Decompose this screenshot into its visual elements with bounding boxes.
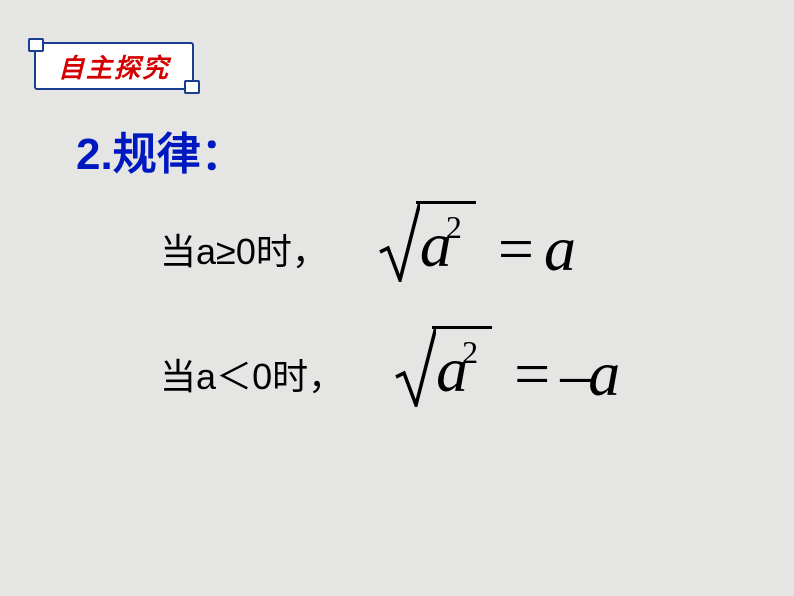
cond1-suffix: 时， xyxy=(256,231,328,272)
badge-box: 自主探究 xyxy=(34,42,194,90)
radicand2-exp: 2 xyxy=(462,334,478,370)
radicand-1: a2 xyxy=(416,201,476,282)
radical-icon xyxy=(394,325,436,407)
radical-symbol-2: a2 xyxy=(394,325,492,407)
radicand-2: a2 xyxy=(432,326,492,407)
condition-2: 当a＜0时， xyxy=(160,348,344,400)
cond1-op: ≥ xyxy=(216,231,236,272)
heading-text: 规律： xyxy=(113,130,245,179)
equals-1: = xyxy=(498,212,534,286)
radical-symbol-1: a2 xyxy=(378,200,476,282)
cond2-suffix: 时， xyxy=(272,356,344,397)
cond2-zero: 0 xyxy=(252,356,272,397)
cond2-var: a xyxy=(196,356,216,397)
formula-2: a2 = –a xyxy=(394,325,620,423)
rule-line-2: 当a＜0时， a2 = –a xyxy=(160,325,620,423)
condition-1: 当a≥0时， xyxy=(160,223,328,275)
cond1-zero: 0 xyxy=(236,231,256,272)
sqrt-1: a2 xyxy=(378,200,476,298)
badge-text: 自主探究 xyxy=(58,48,170,85)
formula-1: a2 = a xyxy=(378,200,576,298)
cond1-prefix: 当 xyxy=(160,231,196,272)
heading-number: 2. xyxy=(76,130,113,179)
cond2-op: ＜ xyxy=(216,356,252,397)
sqrt-2: a2 xyxy=(394,325,492,423)
rule-line-1: 当a≥0时， a2 = a xyxy=(160,200,576,298)
section-heading: 2.规律： xyxy=(76,118,245,182)
cond1-var: a xyxy=(196,231,216,272)
rhs-2: a xyxy=(588,337,620,411)
rhs-1: a xyxy=(544,212,576,286)
cond2-prefix: 当 xyxy=(160,356,196,397)
equals-2: = xyxy=(514,337,550,411)
radicand1-exp: 2 xyxy=(446,209,462,245)
radical-icon xyxy=(378,200,420,282)
